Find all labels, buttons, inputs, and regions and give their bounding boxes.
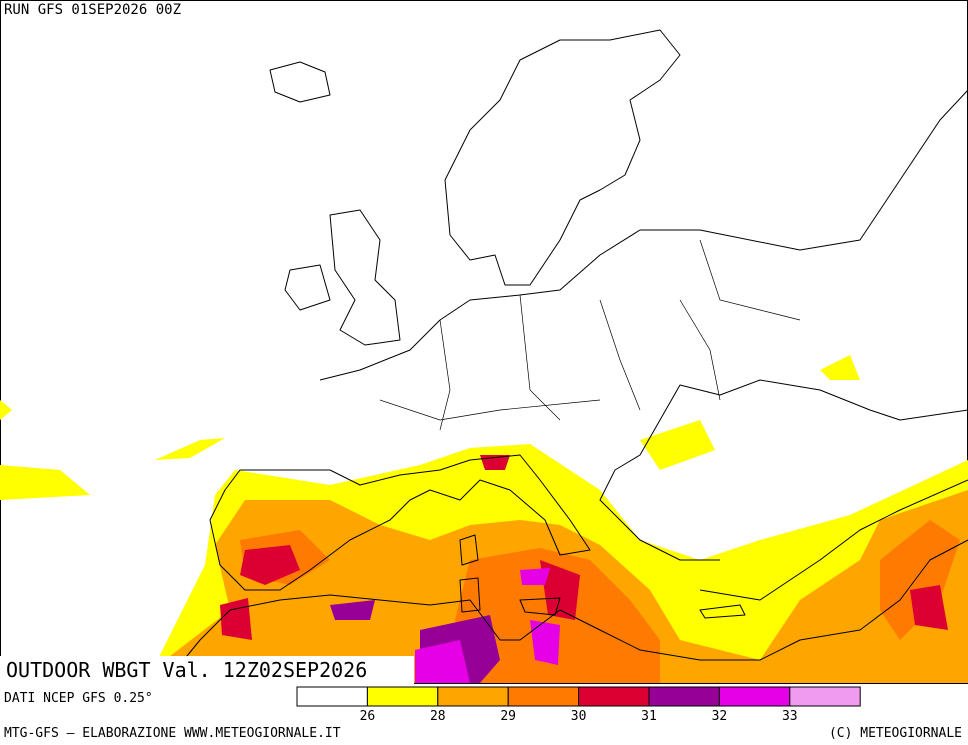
coastline xyxy=(164,539,968,684)
coastline xyxy=(319,89,968,601)
country-border xyxy=(379,239,801,431)
coastline xyxy=(284,209,401,346)
legend-swatch xyxy=(507,686,580,707)
legend-swatch xyxy=(578,686,650,707)
legend-swatch xyxy=(789,686,861,707)
legend-tick-label: 28 xyxy=(430,709,446,724)
legend-swatch xyxy=(718,686,791,707)
legend-tick-label: 32 xyxy=(712,709,728,724)
heat-area xyxy=(415,568,560,683)
map-title: OUTDOOR WBGT Val. 12Z02SEP2026 xyxy=(6,658,367,682)
coastlines xyxy=(164,29,968,684)
legend-tick-label: 31 xyxy=(641,709,657,724)
legend-swatch xyxy=(648,686,720,707)
source-label: DATI NCEP GFS 0.25° xyxy=(4,691,153,706)
coastline xyxy=(269,61,331,103)
run-label: RUN GFS 01SEP2026 00Z xyxy=(4,2,181,18)
legend-swatch xyxy=(437,686,509,707)
legend-tick-label: 26 xyxy=(360,709,376,724)
legend-tick-label: 29 xyxy=(500,709,516,724)
title-box xyxy=(0,656,414,684)
legend-tick-label: 33 xyxy=(782,709,798,724)
legend-swatch xyxy=(296,686,368,707)
legend-swatch xyxy=(366,686,439,707)
coastline xyxy=(459,534,746,619)
heat-area xyxy=(240,520,960,683)
legend-tick-label: 30 xyxy=(571,709,587,724)
copyright-label: (C) METEOGIORNALE xyxy=(829,726,962,741)
heat-field xyxy=(0,355,968,683)
coastline xyxy=(209,454,591,591)
coastline xyxy=(444,29,681,286)
legend: 26 28 29 30 31 32 33 xyxy=(296,686,861,724)
credits-label: MTG-GFS — ELABORAZIONE WWW.METEOGIORNALE… xyxy=(4,726,341,741)
